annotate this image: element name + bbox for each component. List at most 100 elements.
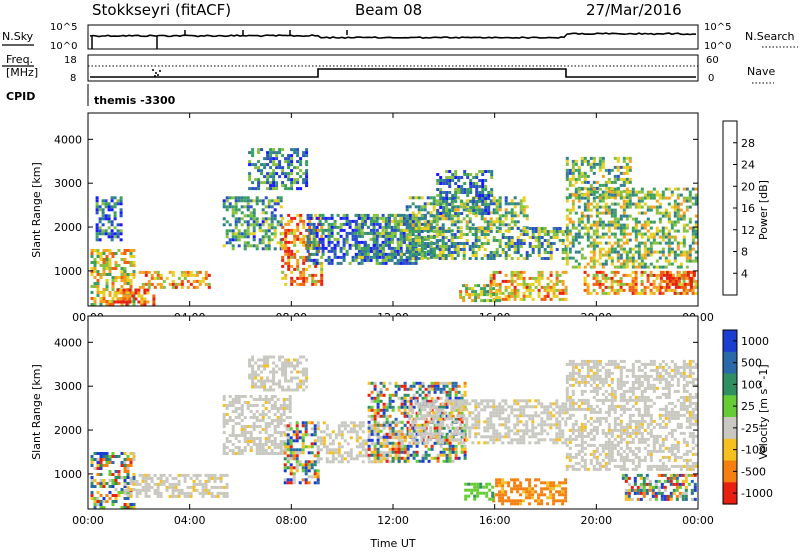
heatmap-cell (465, 223, 469, 227)
heatmap-cell (382, 384, 386, 388)
heatmap-cell (411, 257, 415, 260)
heatmap-cell (270, 211, 274, 215)
heatmap-cell (457, 185, 461, 188)
heatmap-cell (391, 399, 395, 403)
heatmap-cell (622, 223, 626, 227)
heatmap-cell (421, 423, 425, 427)
heatmap-cell (213, 485, 217, 489)
heatmap-cell (339, 225, 343, 229)
heatmap-cell (302, 388, 306, 392)
heatmap-cell (510, 208, 514, 212)
heatmap-cell (501, 251, 505, 254)
heatmap-cell (658, 291, 662, 295)
heatmap-cell (418, 429, 422, 433)
heatmap-cell (342, 222, 346, 226)
heatmap-cell (276, 419, 280, 422)
heatmap-cell (116, 202, 120, 206)
heatmap-cell (364, 454, 368, 458)
heatmap-cell (272, 355, 276, 359)
heatmap-cell (93, 303, 97, 306)
heatmap-cell (495, 293, 499, 297)
heatmap-cell (141, 473, 145, 477)
heatmap-cell (607, 253, 611, 257)
heatmap-cell (445, 212, 449, 215)
heatmap-cell (601, 165, 605, 169)
heatmap-cell (370, 396, 374, 400)
heatmap-cell (415, 423, 419, 427)
heatmap-cell (577, 235, 581, 239)
heatmap-cell (305, 370, 309, 374)
heatmap-cell (484, 188, 488, 191)
heatmap-cell (610, 193, 614, 197)
heatmap-cell (102, 482, 106, 485)
heatmap-cell (540, 273, 544, 277)
heatmap-cell (549, 245, 553, 248)
heatmap-cell (613, 247, 617, 251)
heatmap-cell (287, 222, 291, 226)
heatmap-cell (456, 226, 460, 230)
heatmap-cell (411, 230, 415, 233)
heatmap-cell (477, 245, 481, 248)
heatmap-cell (153, 473, 157, 477)
heatmap-cell (342, 255, 346, 259)
heatmap-cell (249, 395, 253, 398)
heatmap-cell (694, 285, 698, 289)
heatmap-cell (489, 227, 493, 230)
heatmap-cell (691, 232, 695, 236)
nave-tick-bottom: 0 (708, 73, 714, 84)
heatmap-cell (292, 448, 296, 452)
heatmap-cell (604, 241, 608, 245)
heatmap-cell (628, 214, 632, 218)
heatmap-cell (252, 244, 256, 248)
heatmap-cell (287, 255, 291, 259)
heatmap-cell (186, 273, 190, 277)
heatmap-cell (549, 273, 553, 277)
heatmap-cell (604, 285, 608, 289)
heatmap-cell (432, 202, 436, 206)
heatmap-cell (583, 156, 587, 160)
heatmap-cell (159, 285, 163, 289)
heatmap-cell (507, 202, 511, 206)
heatmap-cell (442, 197, 446, 200)
heatmap-cell (296, 225, 300, 229)
heatmap-cell (616, 159, 620, 163)
heatmap-cell (159, 276, 163, 280)
heatmap-cell (162, 482, 166, 486)
heatmap-cell (595, 190, 599, 194)
heatmap-cell (679, 265, 683, 269)
heatmap-cell (583, 177, 587, 181)
heatmap-cell (254, 166, 258, 170)
heatmap-cell (414, 242, 418, 245)
heatmap-cell (249, 425, 253, 428)
colorbar-tick-label: 24 (741, 159, 755, 172)
heatmap-cell (99, 264, 103, 267)
heatmap-cell (357, 231, 361, 235)
heatmap-cell (279, 404, 283, 407)
heatmap-cell (640, 235, 644, 239)
heatmap-cell (486, 220, 490, 224)
heatmap-cell (257, 364, 261, 368)
heatmap-cell (619, 205, 623, 209)
heatmap-cell (177, 494, 181, 498)
heatmap-cell (430, 387, 434, 391)
heatmap-cell (156, 494, 160, 498)
heatmap-cell (225, 229, 229, 233)
heatmap-cell (376, 435, 380, 439)
heatmap-cell (96, 500, 100, 503)
heatmap-cell (361, 424, 365, 428)
heatmap-cell (454, 182, 458, 185)
heatmap-cell (306, 228, 310, 232)
heatmap-cell (411, 219, 415, 223)
heatmap-cell (412, 426, 416, 430)
heatmap-cell (427, 390, 431, 394)
heatmap-cell (204, 276, 208, 280)
heatmap-cell (296, 249, 300, 253)
heatmap-cell (459, 233, 463, 236)
heatmap-cell (616, 279, 620, 283)
heatmap-cell (460, 212, 464, 215)
heatmap-cell (628, 250, 632, 254)
heatmap-cell (619, 214, 623, 218)
heatmap-cell (673, 214, 677, 218)
heatmap-cell (673, 199, 677, 203)
heatmap-cell (331, 442, 335, 446)
